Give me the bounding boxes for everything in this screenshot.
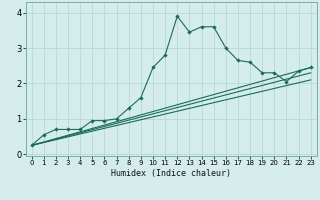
X-axis label: Humidex (Indice chaleur): Humidex (Indice chaleur)	[111, 169, 231, 178]
